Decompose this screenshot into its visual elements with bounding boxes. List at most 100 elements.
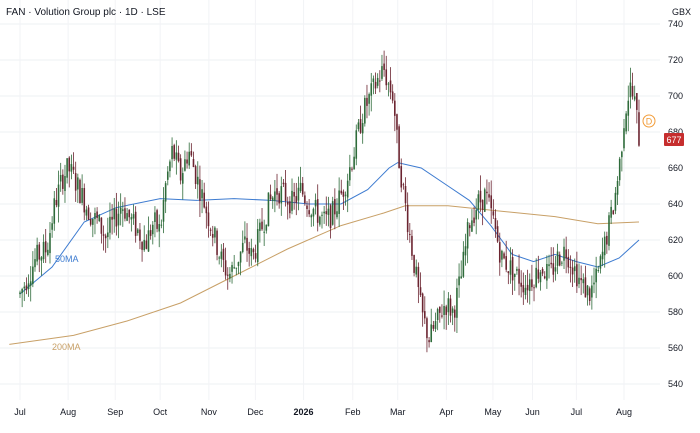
y-tick-label: 680 (668, 127, 683, 137)
candle-down (636, 92, 638, 124)
candle-body (627, 100, 630, 116)
candle-down (62, 169, 64, 195)
candle-body (561, 262, 563, 264)
candle-up (610, 199, 612, 225)
candle-body (518, 268, 520, 284)
candle-body (74, 173, 77, 191)
candle-body (449, 298, 452, 316)
candle-body (473, 217, 475, 223)
candle-body (224, 260, 227, 276)
candle-up (271, 196, 274, 209)
x-tick-label: Jun (525, 407, 540, 417)
x-tick-label: Sep (107, 407, 123, 417)
candle-body (244, 236, 246, 240)
candle-body (51, 223, 53, 230)
candle-body (276, 188, 278, 195)
candle-up (483, 187, 486, 213)
candle-body (501, 250, 503, 260)
candle-body (196, 176, 199, 185)
candle-up (181, 167, 184, 200)
candle-up (573, 258, 576, 283)
candle-body (267, 192, 270, 227)
candle-body (34, 259, 36, 268)
candle-body (385, 69, 388, 86)
candle-up (327, 196, 330, 227)
candle-down (417, 262, 420, 304)
candle-down (207, 201, 210, 238)
candle-body (77, 177, 79, 190)
candle-up (513, 273, 516, 291)
ma50-line (19, 162, 640, 295)
candle-body (357, 122, 360, 130)
candle-up (608, 212, 610, 251)
candle-body (184, 159, 186, 171)
ma50-layer (19, 162, 640, 295)
candle-body (256, 229, 259, 263)
candle-up (188, 142, 191, 169)
candle-down (385, 55, 388, 90)
candle-body (38, 244, 41, 260)
candle-body (490, 195, 492, 209)
candle-up (256, 218, 259, 267)
candle-body (188, 151, 191, 166)
candle-body (432, 324, 435, 329)
candle-body (539, 272, 542, 283)
candle-down (588, 286, 591, 306)
candle-body (558, 254, 561, 266)
candle-down (494, 209, 497, 238)
candle-body (104, 235, 107, 239)
candle-down (246, 223, 248, 262)
candle-down (394, 93, 396, 132)
candle-body (334, 199, 336, 215)
candle-down (441, 304, 443, 319)
dividend-marker[interactable]: D (642, 114, 656, 128)
candle-up (169, 159, 171, 178)
candles-layer (19, 50, 640, 353)
candle-body (192, 159, 195, 168)
x-tick-label: Aug (616, 407, 632, 417)
candle-body (586, 285, 589, 296)
candle-down (612, 209, 615, 215)
candle-up (561, 260, 563, 267)
candle-down (421, 292, 424, 327)
candle-body (81, 187, 83, 203)
candle-body (430, 324, 433, 343)
candle-body (325, 211, 328, 215)
candle-down (498, 232, 501, 276)
candle-body (374, 81, 377, 89)
candle-down (479, 175, 482, 212)
candle-up (578, 263, 580, 289)
candle-up (107, 217, 109, 249)
candle-body (201, 189, 203, 199)
candle-down (543, 271, 546, 280)
candle-body (280, 186, 283, 204)
candle-up (331, 196, 334, 226)
candle-up (113, 197, 116, 233)
candle-body (169, 161, 171, 172)
candle-body (528, 279, 531, 292)
candle-up (597, 265, 600, 273)
candle-down (149, 224, 152, 240)
candle-body (209, 229, 212, 231)
candle-body (269, 194, 272, 200)
candle-body (83, 188, 86, 213)
candle-body (306, 205, 308, 209)
candle-down (468, 222, 471, 237)
candle-up (458, 263, 460, 298)
candle-up (166, 166, 169, 186)
candle-body (316, 199, 319, 223)
candle-up (42, 234, 45, 263)
y-tick-label: 540 (668, 379, 683, 389)
candle-body (458, 276, 460, 286)
candle-body (483, 189, 486, 212)
candle-body (19, 292, 21, 295)
candle-down (276, 173, 278, 206)
candle-up (338, 177, 340, 227)
candle-body (57, 184, 60, 207)
candle-body (426, 318, 428, 339)
last-price-tag: 677 (664, 133, 684, 146)
x-tick-label: Jul (571, 407, 583, 417)
candle-up (349, 154, 351, 186)
candle-body (413, 255, 415, 273)
